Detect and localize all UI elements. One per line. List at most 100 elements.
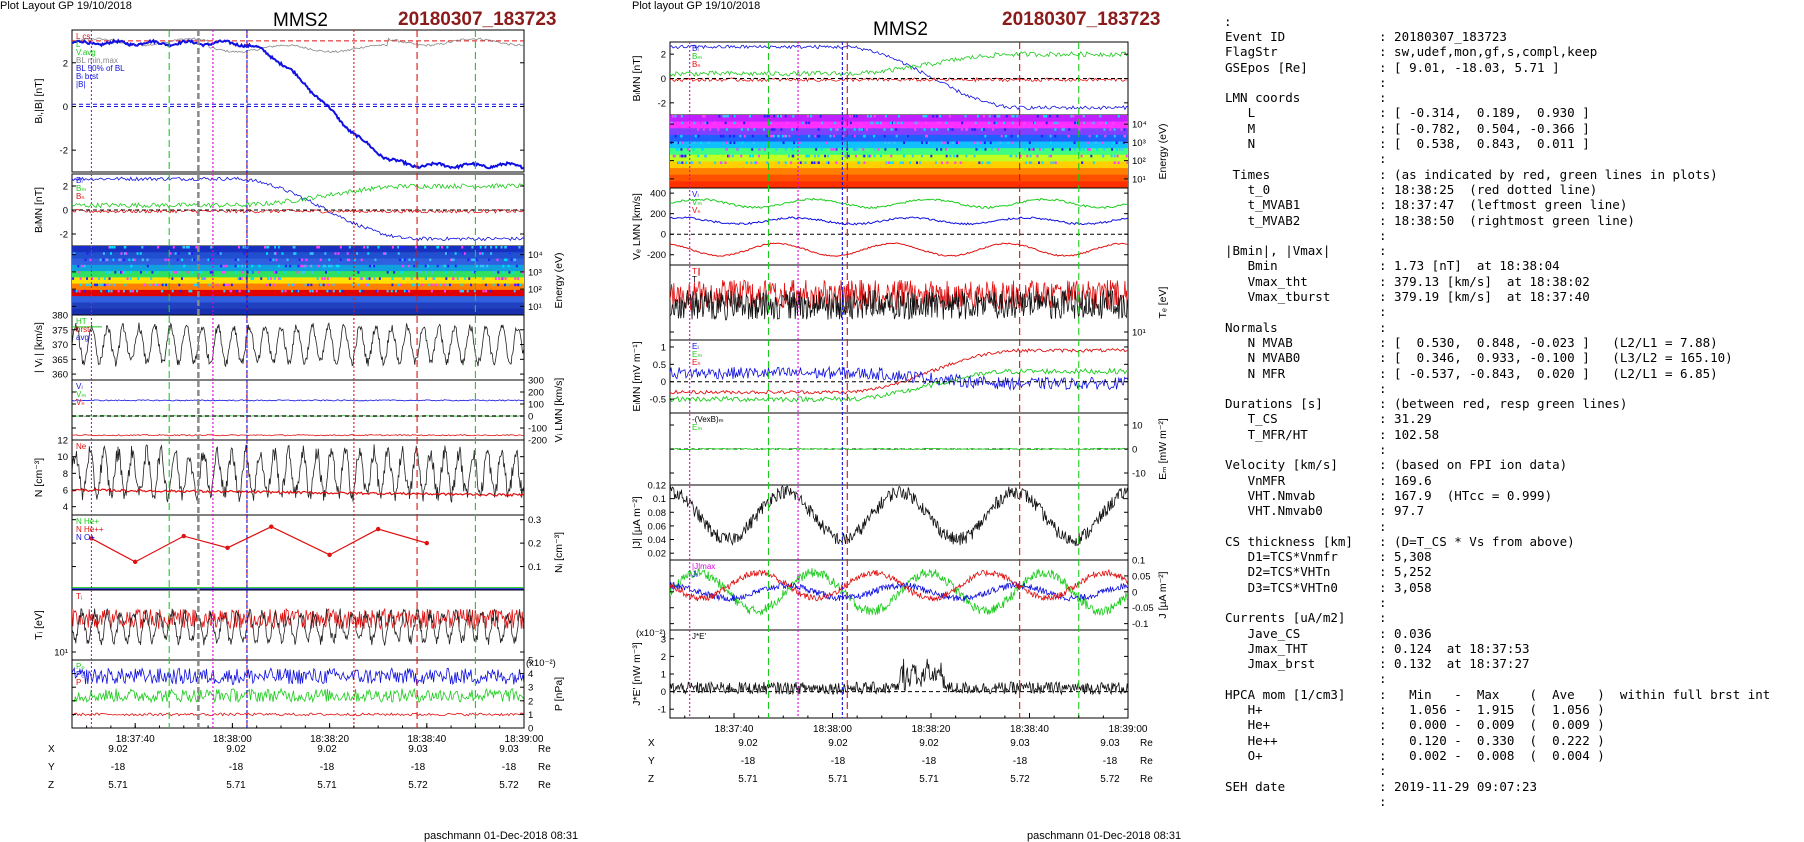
info-value: : 97.7 (1379, 503, 1425, 519)
heatmap-speckle (915, 161, 918, 164)
heatmap-speckle (753, 128, 756, 131)
heatmap-speckle (508, 252, 511, 255)
heatmap-speckle (899, 161, 902, 164)
heatmap-speckle (269, 283, 272, 287)
heatmap-speckle (1015, 154, 1018, 158)
heatmap-speckle (1082, 115, 1085, 118)
heatmap-speckle (466, 289, 469, 293)
heatmap-speckle (1029, 154, 1032, 158)
heatmap-speckle (719, 161, 722, 164)
heatmap-speckle (677, 141, 680, 145)
heatmap-speckle (709, 128, 712, 131)
info-label (1225, 442, 1379, 457)
heatmap-speckle (909, 161, 912, 164)
y-tick-label: -2 (60, 230, 68, 241)
heatmap-speckle (961, 121, 964, 125)
right-footer: paschmann 01-Dec-2018 08:31 (1027, 830, 1182, 842)
heatmap-speckle (911, 154, 914, 158)
heatmap-speckle (877, 148, 880, 151)
legend-entry: Vₗ (692, 190, 699, 199)
heatmap-speckle (437, 246, 440, 249)
heatmap-speckle (949, 154, 952, 158)
heatmap-speckle (301, 271, 304, 274)
series-line (72, 712, 524, 717)
heatmap-speckle (204, 277, 207, 280)
heatmap-speckle (965, 128, 968, 131)
heatmap-speckle (284, 271, 287, 274)
heatmap-speckle (957, 141, 960, 145)
y-tick-label: -200 (528, 436, 547, 447)
heatmap-speckle (324, 271, 327, 274)
info-value: : [ -0.537, -0.843, 0.020 ] (L2/L1 = 6.8… (1379, 365, 1718, 381)
heatmap-speckle (996, 115, 999, 118)
heatmap-speckle (862, 148, 865, 151)
heatmap-speckle (186, 271, 189, 274)
heatmap-speckle (1118, 148, 1121, 151)
heatmap-speckle (733, 141, 736, 145)
info-value: : (1379, 763, 1387, 779)
heatmap-speckle (1016, 115, 1019, 118)
position-row-label: Z (48, 780, 54, 791)
heatmap-speckle (444, 264, 447, 268)
y-tick-label: 10 (57, 452, 68, 463)
heatmap-speckle (1095, 134, 1098, 138)
heatmap-speckle (699, 141, 702, 145)
heatmap-speckle (473, 289, 476, 293)
heatmap-speckle (179, 289, 182, 293)
heatmap-speckle (805, 121, 808, 125)
y-tick-label: 0 (528, 412, 533, 423)
heatmap-speckle (947, 128, 950, 131)
heatmap-speckle (461, 246, 464, 249)
info-label: CS thickness [km] (1225, 533, 1353, 549)
heatmap-speckle (1081, 161, 1084, 164)
heatmap-speckle (397, 246, 400, 249)
info-value: : 1.056 - 1.915 ( 1.056 ) (1379, 702, 1605, 718)
heatmap-speckle (431, 271, 434, 274)
info-row: HPCA mom [1/cm3]: Min - Max ( Ave ) with… (1225, 687, 1770, 702)
heatmap-speckle (157, 283, 160, 287)
heatmap-speckle (728, 154, 731, 158)
heatmap-speckle (775, 148, 778, 151)
heatmap-speckle (398, 246, 401, 249)
heatmap-speckle (1110, 154, 1113, 158)
info-row: : (1225, 75, 1770, 90)
info-row: t_MVAB1: 18:37:47 (leftmost green line) (1225, 197, 1770, 212)
heatmap-speckle (900, 121, 903, 125)
heatmap-speckle (98, 277, 101, 280)
heatmap-speckle (914, 128, 917, 131)
heatmap-speckle (238, 277, 241, 280)
info-value: : 169.6 (1379, 472, 1432, 488)
x-tick-label: 18:38:40 (407, 734, 446, 745)
heatmap-speckle (93, 246, 96, 249)
heatmap-speckle (1113, 128, 1116, 131)
heatmap-speckle (110, 252, 113, 255)
heatmap-speckle (997, 148, 1000, 151)
heatmap-speckle (399, 283, 402, 287)
legend-entry: Ne (76, 442, 87, 451)
heatmap-speckle (356, 252, 359, 255)
heatmap-speckle (1019, 154, 1022, 158)
heatmap-band (72, 252, 524, 260)
heatmap-speckle (752, 141, 755, 145)
position-value: 9.02 (108, 744, 128, 755)
heatmap-speckle (1045, 115, 1048, 118)
position-unit: Re (538, 780, 551, 791)
heatmap-speckle (161, 289, 164, 293)
heatmap-speckle (513, 289, 516, 293)
legend-entry: Pₚ (76, 662, 85, 671)
heatmap-speckle (323, 277, 326, 280)
heatmap-speckle (935, 115, 938, 118)
info-label (1225, 304, 1379, 319)
heatmap-speckle (1010, 154, 1013, 158)
heatmap-speckle (1126, 161, 1128, 164)
info-value: : 0.000 - 0.009 ( 0.009 ) (1379, 717, 1605, 733)
y-tick-label: 0.12 (648, 481, 667, 492)
position-unit: Re (1140, 756, 1153, 767)
panel-frame (669, 339, 1129, 414)
heatmap-speckle (981, 128, 984, 131)
heatmap-speckle (921, 154, 924, 158)
heatmap-speckle (401, 271, 404, 274)
heatmap-speckle (375, 289, 378, 293)
heatmap-speckle (863, 154, 866, 158)
info-value: : 5,252 (1379, 564, 1432, 580)
